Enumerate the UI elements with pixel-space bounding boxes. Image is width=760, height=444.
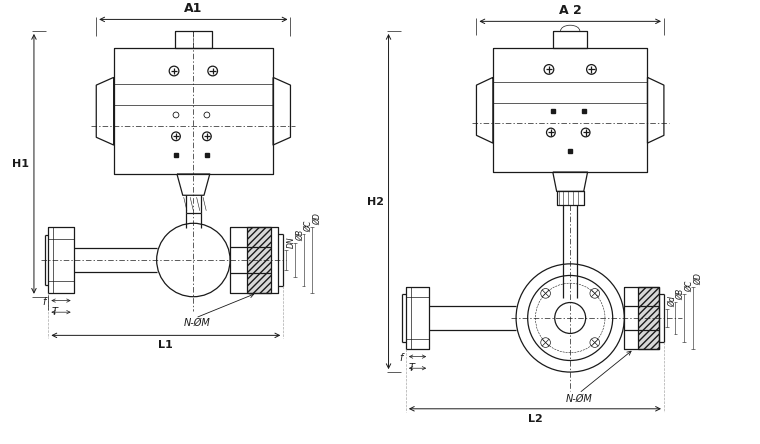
Text: ØD: ØD	[694, 273, 703, 285]
Bar	[248, 227, 271, 293]
Text: f: f	[42, 297, 46, 306]
Text: f: f	[400, 353, 403, 363]
Text: DN: DN	[287, 237, 296, 248]
Text: Ød: Ød	[668, 297, 676, 307]
Text: ØC: ØC	[305, 221, 313, 232]
Text: ØB: ØB	[296, 230, 305, 241]
Text: T: T	[52, 307, 57, 317]
Text: A 2: A 2	[559, 4, 581, 16]
Text: H1: H1	[12, 159, 29, 169]
Text: N-ØM: N-ØM	[184, 318, 211, 328]
Bar	[638, 287, 659, 349]
Text: L2: L2	[527, 414, 543, 424]
Text: T: T	[409, 363, 415, 373]
Text: N-ØM: N-ØM	[565, 393, 592, 403]
Text: L1: L1	[158, 340, 173, 350]
Text: ØB: ØB	[676, 288, 686, 300]
Text: ØD: ØD	[313, 213, 322, 225]
Text: A1: A1	[184, 2, 203, 15]
Text: ØC: ØC	[686, 281, 694, 292]
Text: H2: H2	[367, 197, 384, 206]
